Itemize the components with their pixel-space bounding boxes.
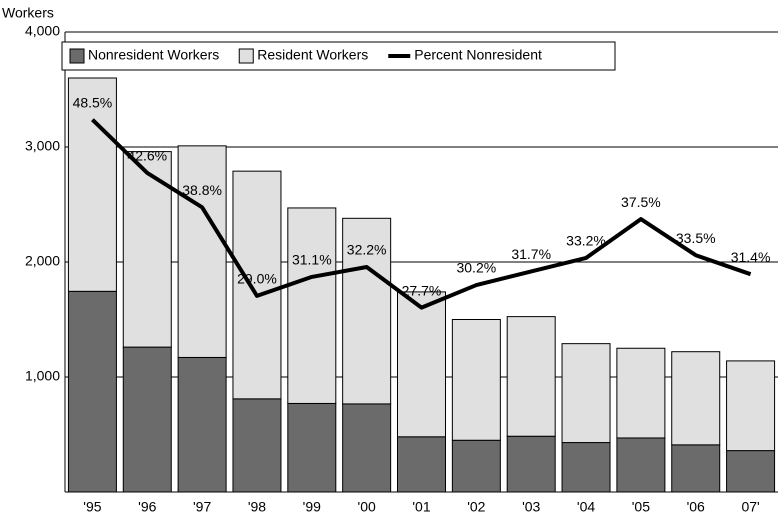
data-label: 27.7% bbox=[402, 282, 442, 298]
data-label: 38.8% bbox=[182, 182, 222, 198]
bar bbox=[506, 435, 556, 493]
bar bbox=[342, 403, 392, 493]
x-tick-label: '01 bbox=[412, 499, 430, 515]
legend-box bbox=[61, 41, 616, 71]
data-label: 29.0% bbox=[237, 271, 277, 287]
data-label: 42.6% bbox=[127, 148, 167, 164]
y-tick-label: 2,000 bbox=[25, 253, 60, 269]
bar bbox=[451, 439, 501, 493]
data-label: 33.5% bbox=[676, 230, 716, 246]
bar bbox=[67, 77, 117, 292]
x-tick-label: '96 bbox=[138, 499, 156, 515]
bar bbox=[561, 442, 611, 493]
legend-swatch bbox=[388, 54, 411, 58]
data-label: 37.5% bbox=[621, 194, 661, 210]
bar bbox=[616, 347, 666, 439]
bar bbox=[122, 346, 172, 493]
x-tick-label: 07' bbox=[741, 499, 759, 515]
data-label: 48.5% bbox=[73, 94, 113, 110]
data-label: 31.4% bbox=[731, 249, 771, 265]
x-tick-label: '05 bbox=[632, 499, 650, 515]
y-axis-label: Workers bbox=[2, 5, 54, 21]
bar bbox=[287, 402, 337, 493]
bar bbox=[232, 398, 282, 493]
bar bbox=[561, 343, 611, 444]
bar bbox=[397, 436, 446, 493]
bar bbox=[232, 170, 282, 400]
bar bbox=[287, 207, 337, 404]
data-label: 30.2% bbox=[456, 260, 496, 276]
data-label: 31.7% bbox=[511, 246, 551, 262]
bar bbox=[726, 450, 776, 493]
x-tick-label: '97 bbox=[193, 499, 211, 515]
x-tick-label: '95 bbox=[83, 499, 101, 515]
bar bbox=[177, 356, 227, 493]
bar bbox=[451, 319, 501, 441]
y-tick-label: 3,000 bbox=[25, 138, 60, 154]
bar bbox=[671, 351, 721, 446]
legend-label: Nonresident Workers bbox=[88, 47, 219, 63]
bar bbox=[122, 151, 172, 348]
bar bbox=[177, 145, 227, 358]
line bbox=[91, 118, 752, 310]
data-label: 32.2% bbox=[347, 242, 387, 258]
legend-label: Percent Nonresident bbox=[414, 47, 542, 63]
y-tick-label: 4,000 bbox=[25, 23, 60, 39]
bar bbox=[616, 437, 666, 493]
x-tick-label: '98 bbox=[248, 499, 266, 515]
x-tick-label: '99 bbox=[303, 499, 321, 515]
data-label: 33.2% bbox=[566, 233, 606, 249]
legend-swatch bbox=[238, 48, 254, 64]
bar bbox=[67, 290, 117, 493]
legend-swatch bbox=[69, 48, 85, 64]
bar bbox=[671, 444, 721, 493]
x-tick-label: '06 bbox=[687, 499, 705, 515]
x-tick-label: '00 bbox=[358, 499, 376, 515]
y-tick-label: 1,000 bbox=[25, 368, 60, 384]
bar bbox=[397, 291, 446, 438]
bar bbox=[506, 316, 556, 437]
x-tick-label: '02 bbox=[467, 499, 485, 515]
data-label: 31.1% bbox=[292, 252, 332, 268]
bar bbox=[726, 360, 776, 452]
x-tick-label: '04 bbox=[577, 499, 595, 515]
x-tick-label: '03 bbox=[522, 499, 540, 515]
legend-label: Resident Workers bbox=[257, 47, 368, 63]
bar bbox=[342, 217, 392, 405]
